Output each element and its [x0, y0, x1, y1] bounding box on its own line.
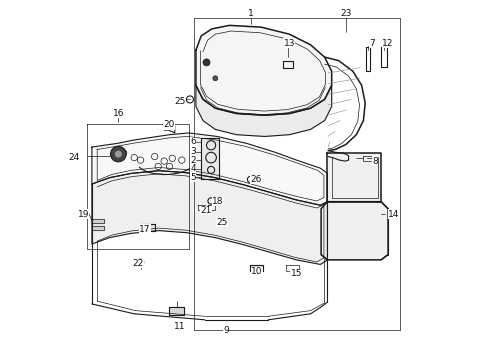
Text: 25: 25: [216, 218, 228, 227]
Circle shape: [213, 76, 218, 81]
Text: 17: 17: [139, 225, 151, 234]
Text: 24: 24: [68, 153, 80, 162]
Polygon shape: [321, 202, 388, 260]
Polygon shape: [92, 225, 104, 230]
Text: 4: 4: [190, 164, 196, 173]
Polygon shape: [92, 219, 104, 223]
Polygon shape: [250, 265, 263, 272]
Text: 16: 16: [113, 109, 124, 118]
Text: 23: 23: [340, 8, 351, 18]
Circle shape: [110, 146, 126, 162]
Text: 5: 5: [190, 172, 196, 182]
Polygon shape: [328, 150, 348, 161]
Text: 2: 2: [190, 155, 196, 165]
Text: 20: 20: [163, 120, 174, 129]
Text: 12: 12: [383, 39, 394, 47]
Text: 25: 25: [174, 97, 185, 106]
Circle shape: [115, 150, 122, 158]
Polygon shape: [169, 308, 183, 314]
Polygon shape: [201, 137, 219, 179]
Text: 15: 15: [291, 269, 302, 279]
Circle shape: [137, 259, 144, 266]
Text: 10: 10: [251, 267, 263, 276]
Text: 19: 19: [78, 210, 89, 218]
Text: 1: 1: [248, 8, 253, 18]
Text: 26: 26: [251, 175, 262, 184]
Text: 13: 13: [284, 39, 295, 47]
Text: 8: 8: [372, 156, 378, 166]
Text: 18: 18: [212, 197, 223, 206]
Text: 9: 9: [223, 326, 229, 335]
Circle shape: [203, 59, 210, 66]
Text: 6: 6: [190, 137, 196, 146]
Text: 3: 3: [190, 147, 196, 156]
Polygon shape: [141, 223, 156, 230]
Polygon shape: [92, 171, 327, 264]
Polygon shape: [92, 133, 327, 205]
Polygon shape: [327, 153, 381, 202]
Text: 22: 22: [132, 259, 144, 268]
Text: 11: 11: [174, 322, 186, 331]
Text: 14: 14: [388, 210, 399, 218]
Text: 21: 21: [201, 206, 212, 215]
Text: 7: 7: [369, 39, 375, 47]
Polygon shape: [196, 85, 332, 136]
Polygon shape: [196, 25, 332, 115]
